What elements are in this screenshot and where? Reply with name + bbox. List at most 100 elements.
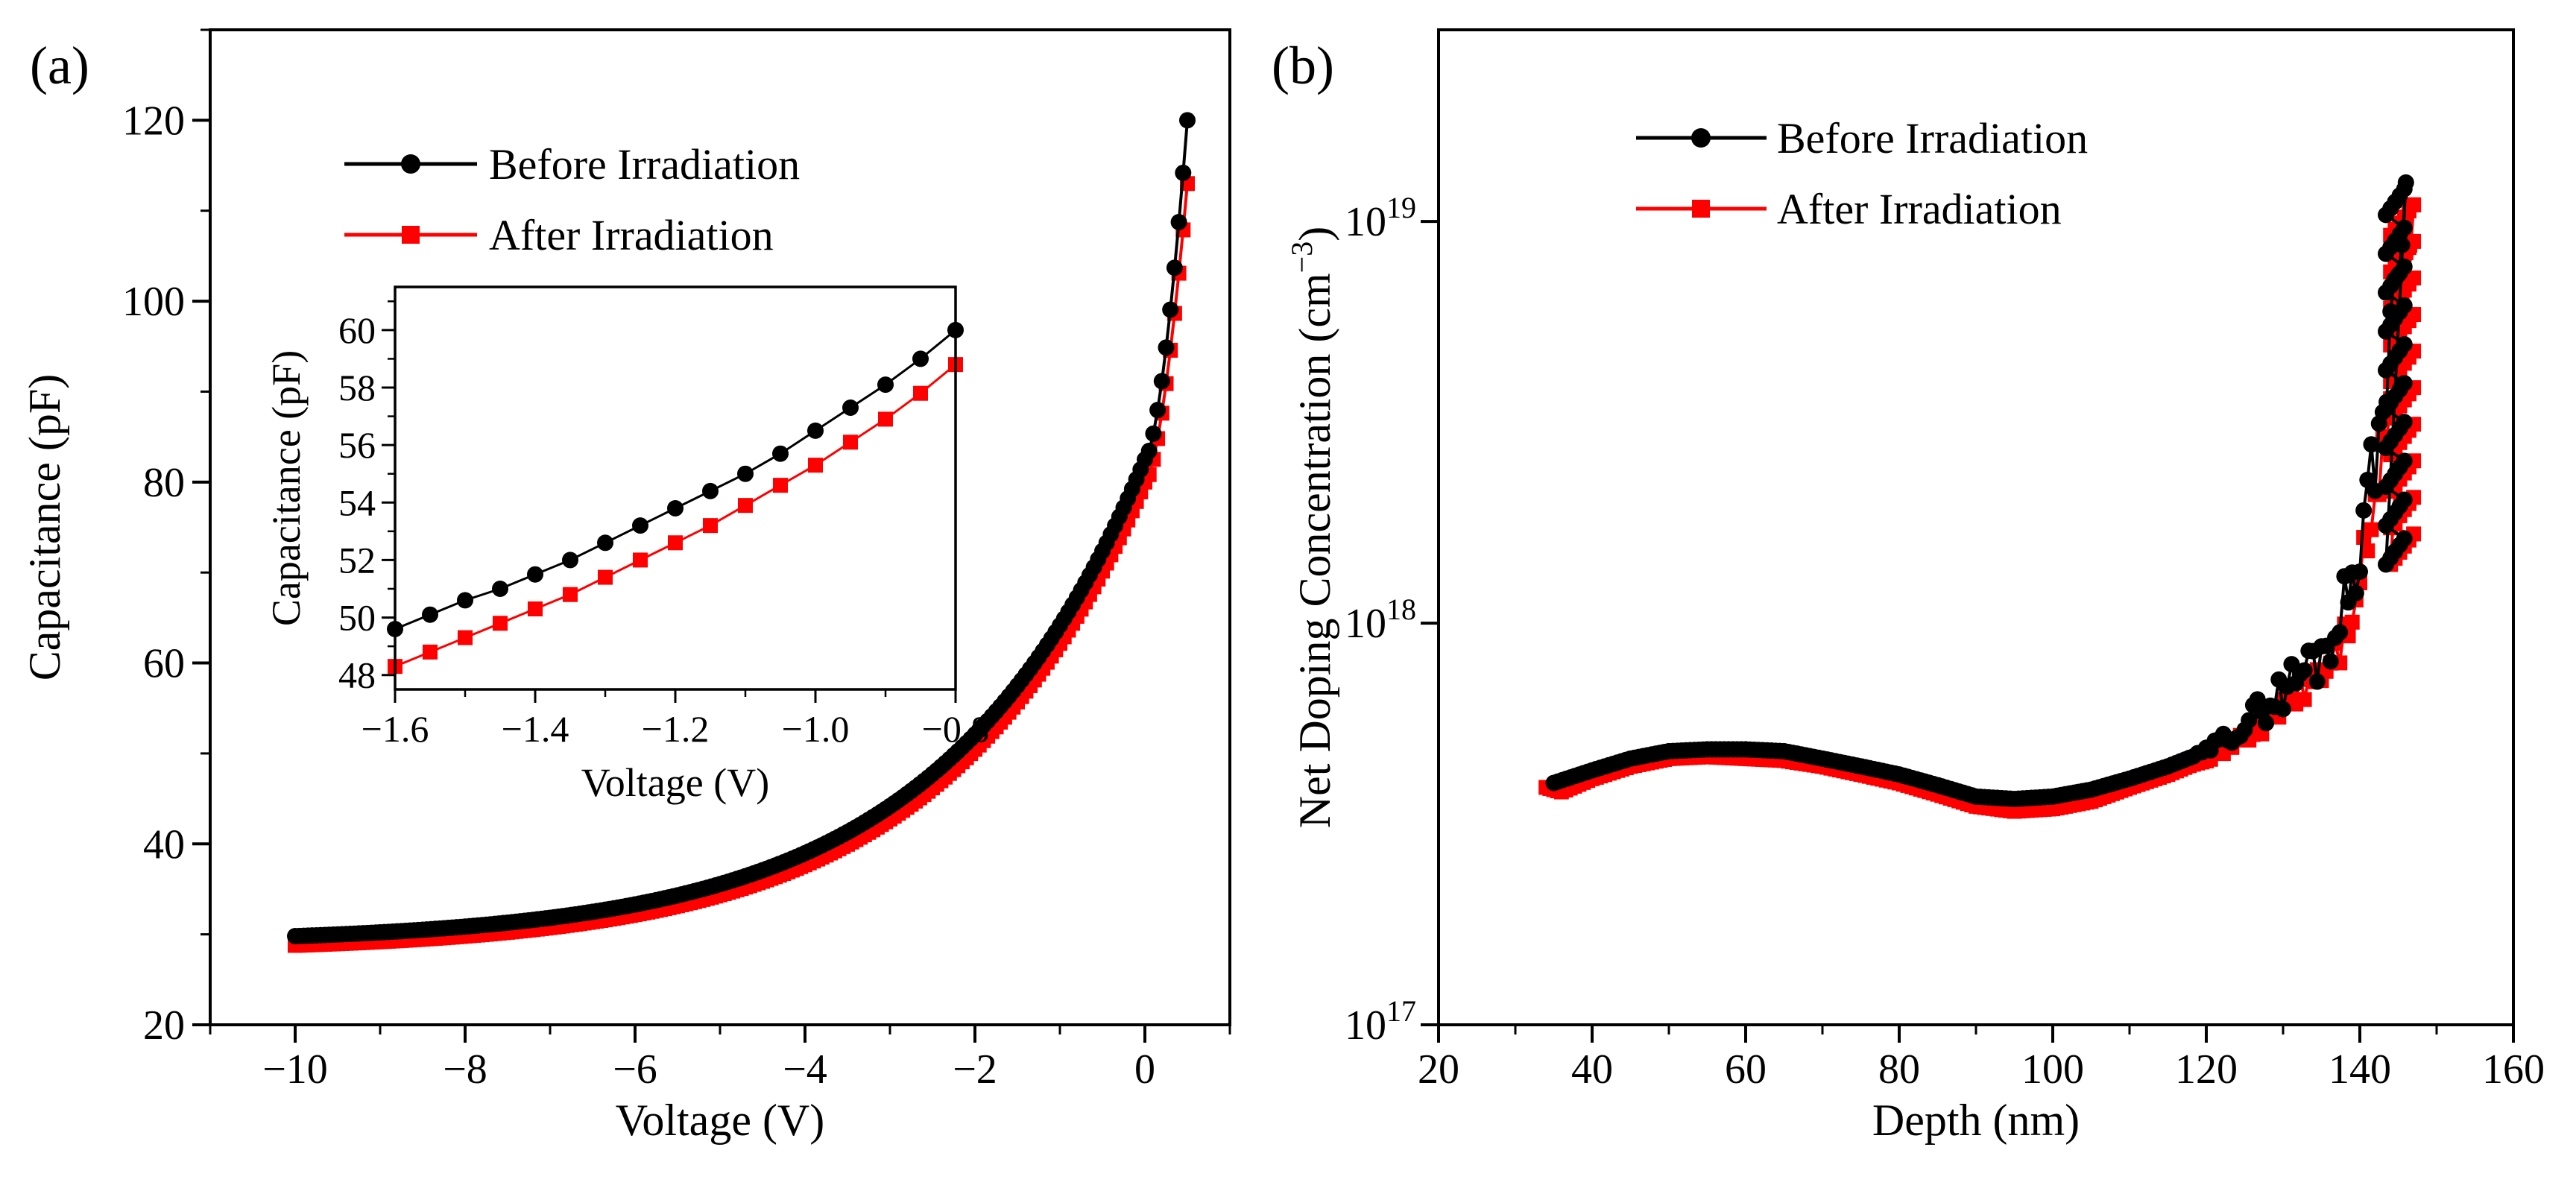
inset-data-point-square <box>528 601 543 616</box>
inset-y-axis-title: Capacitance (pF) <box>264 350 309 626</box>
legend-b-after-marker <box>1692 200 1710 218</box>
y-tick-label: 1018 <box>1345 593 1416 647</box>
inset-series-after-irradiation <box>388 357 963 675</box>
data-point-circle <box>1162 301 1179 318</box>
inset-data-point-circle <box>702 482 719 499</box>
inset-y-tick-label: 60 <box>338 309 376 351</box>
inset-data-point-circle <box>457 592 473 609</box>
legend-b-before-marker <box>1691 128 1711 148</box>
y-tick-label: 40 <box>143 821 185 868</box>
x-tick-label: −10 <box>262 1046 328 1093</box>
inset-y-axis: 48 50 52 54 56 58 60 <box>338 300 395 696</box>
panel-b-y-axis-title-sup: −3 <box>1285 241 1319 274</box>
data-point-circle <box>1149 402 1167 419</box>
y-tick-base: 10 <box>1345 601 1386 647</box>
data-point-circle <box>2275 701 2291 718</box>
y-tick-base: 10 <box>1345 1002 1386 1049</box>
panel-a-label: (a) <box>30 36 89 95</box>
panel-b-plot-frame <box>1437 28 2515 1026</box>
data-point-circle <box>2363 436 2380 453</box>
data-point-circle <box>2347 584 2364 601</box>
series-before-irradiation-b <box>1545 174 2414 807</box>
data-point-circle <box>2396 414 2413 431</box>
data-point-square <box>2406 270 2422 285</box>
data-point-circle <box>1170 214 1187 231</box>
inset-data-point-square <box>493 616 508 631</box>
data-point-circle <box>1158 339 1175 356</box>
series-after-irradiation-b <box>1538 197 2422 819</box>
y-tick-label: 1019 <box>1345 191 1416 245</box>
inset-x-tick-label: −0.8 <box>922 708 990 750</box>
inset-data-point-square <box>773 478 788 493</box>
inset-data-point-square <box>423 644 438 660</box>
inset-data-point-circle <box>772 445 789 462</box>
y-tick-exponent: 18 <box>1386 593 1416 626</box>
x-tick-label: 140 <box>2329 1046 2391 1093</box>
data-point-circle <box>2396 336 2413 353</box>
data-point-circle <box>2258 715 2275 732</box>
x-tick-label: −4 <box>783 1046 827 1093</box>
data-point-square <box>2296 692 2312 707</box>
y-tick-label: 100 <box>122 279 185 325</box>
panel-b-label: (b) <box>1272 36 1334 95</box>
legend-after-marker <box>402 226 420 244</box>
legend-b-before-label: Before Irradiation <box>1777 114 2088 162</box>
inset-data-point-square <box>878 411 893 427</box>
data-point-circle <box>1140 443 1158 460</box>
legend-before-label: Before Irradiation <box>489 140 800 189</box>
x-tick-label: −8 <box>443 1046 487 1093</box>
panel-b-x-axis-title: Depth (nm) <box>1872 1096 2080 1145</box>
data-point-circle <box>2396 491 2413 508</box>
panel-a-y-axis: 20 40 60 80 100 120 <box>122 28 210 1049</box>
inset-x-axis-title: Voltage (V) <box>581 760 769 805</box>
x-tick-label: −6 <box>613 1046 657 1093</box>
panel-a-chart: (a) −10 −8 −6 −4 −2 0 20 40 60 80 100 120 Voltage … <box>20 28 1231 1145</box>
inset-data-point-square <box>633 552 648 568</box>
data-point-circle <box>2241 712 2258 729</box>
inset-series-before-irradiation <box>387 321 964 637</box>
series-before-irradiation <box>287 112 1196 945</box>
data-point-circle <box>2355 502 2373 519</box>
inset-data-point-square <box>668 535 683 551</box>
data-point-circle <box>2332 624 2349 641</box>
legend-before-marker <box>401 154 420 174</box>
inset-data-point-circle <box>842 399 859 416</box>
inset-data-point-circle <box>527 566 543 583</box>
inset-x-tick-label: −1.2 <box>642 708 710 750</box>
inset-data-point-square <box>913 385 928 401</box>
data-point-circle <box>2396 258 2413 275</box>
y-tick-exponent: 19 <box>1386 191 1416 224</box>
data-point-square <box>2360 543 2375 559</box>
legend-after-label: After Irradiation <box>489 211 774 259</box>
y-tick-label: 1017 <box>1345 994 1416 1049</box>
x-tick-label: 100 <box>2021 1046 2084 1093</box>
data-point-square <box>2406 197 2422 212</box>
inset-data-point-circle <box>912 350 929 367</box>
inset-data-point-circle <box>492 581 508 597</box>
inset-background <box>395 287 956 689</box>
inset-y-tick-label: 56 <box>338 424 376 466</box>
data-point-circle <box>1145 425 1162 442</box>
inset-data-point-square <box>843 435 858 450</box>
inset-data-point-circle <box>807 422 824 439</box>
data-point-circle <box>1166 259 1183 277</box>
inset-data-point-circle <box>632 517 648 534</box>
inset-chart: −1.6 −1.4 −1.2 −1.0 −0.8 48 50 52 54 56 58 60 Volt… <box>264 285 990 805</box>
panel-b-legend: Before Irradiation After Irradiation <box>1636 114 2088 233</box>
data-point-circle <box>1153 373 1170 390</box>
panel-b-y-axis-title-main: Net Doping Concentration (cm <box>1290 273 1339 828</box>
panel-a-x-axis: −10 −8 −6 −4 −2 0 <box>209 1025 1231 1093</box>
data-point-square <box>2364 522 2379 537</box>
inset-x-tick-label: −1.0 <box>782 708 850 750</box>
data-point-circle <box>2322 653 2339 670</box>
inset-fill <box>395 287 956 689</box>
data-point-circle <box>1175 164 1192 181</box>
data-point-circle <box>2396 297 2413 314</box>
x-tick-label: 40 <box>1571 1046 1613 1093</box>
panel-a-legend: Before Irradiation After Irradiation <box>344 140 800 259</box>
panel-a-y-axis-title: Capacitance (pF) <box>20 374 69 680</box>
inset-x-tick-label: −1.4 <box>502 708 569 750</box>
data-point-circle <box>2308 673 2326 690</box>
panel-a-x-axis-title: Voltage (V) <box>616 1096 825 1145</box>
